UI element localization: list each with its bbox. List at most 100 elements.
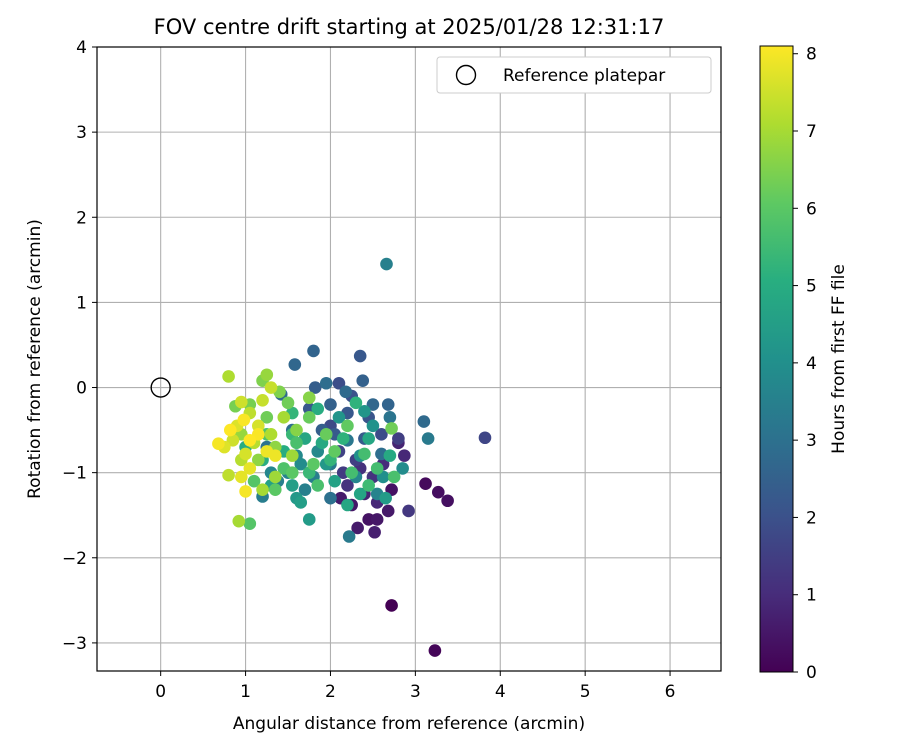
legend-box: [436, 56, 712, 94]
data-point: [252, 453, 265, 467]
data-point: [285, 449, 299, 462]
legend: Reference platepar: [436, 56, 712, 94]
data-point: [311, 479, 325, 492]
legend-reference-marker: [455, 64, 477, 86]
reference-marker: [150, 377, 171, 398]
data-point: [222, 370, 235, 383]
y-tick-label: 0: [76, 379, 87, 399]
colorbar-tick-label: 6: [806, 199, 817, 219]
data-point: [383, 411, 397, 424]
data-point: [256, 483, 269, 496]
data-point: [380, 257, 393, 271]
data-point: [311, 402, 325, 416]
grid-lines: [97, 46, 721, 671]
data-point: [212, 437, 225, 451]
data-point: [387, 470, 401, 484]
data-point: [307, 457, 320, 471]
data-point: [356, 374, 370, 388]
data-point: [268, 470, 282, 484]
colorbar-tick-label: 4: [806, 354, 817, 374]
data-point: [341, 419, 354, 433]
data-point: [290, 436, 303, 450]
data-points: [212, 257, 492, 657]
x-tick-label: 2: [325, 682, 336, 702]
data-point: [243, 517, 257, 531]
colorbar-tick-label: 2: [806, 508, 817, 528]
data-point: [298, 483, 312, 496]
x-axis-ticks: 0 1 2 3 4 5 6: [155, 671, 675, 702]
data-point: [235, 470, 248, 484]
data-point: [324, 398, 337, 411]
colorbar-tick-label: 3: [806, 431, 817, 451]
data-point: [281, 396, 295, 410]
data-point: [239, 485, 252, 498]
data-point: [339, 385, 353, 399]
data-point: [294, 496, 308, 509]
data-point: [362, 479, 375, 492]
data-point: [428, 644, 442, 657]
data-point: [288, 358, 302, 371]
x-tick-label: 5: [580, 682, 591, 702]
data-point: [370, 513, 384, 526]
data-point: [362, 432, 375, 445]
data-point: [370, 462, 384, 475]
y-axis-ticks: −3 −2 −1 0 1 2 3 4: [62, 38, 97, 654]
y-tick-label: 1: [76, 293, 87, 313]
data-point: [358, 447, 371, 461]
data-point: [366, 419, 380, 433]
data-point: [441, 494, 454, 508]
data-point: [277, 411, 291, 424]
data-point: [223, 423, 237, 437]
data-point: [302, 411, 316, 424]
colorbar-label: Hours from first FF file: [829, 264, 849, 454]
data-point: [341, 498, 354, 512]
x-tick-label: 0: [155, 682, 166, 702]
data-point: [351, 521, 364, 535]
data-point: [341, 479, 354, 492]
data-point: [381, 398, 395, 411]
colorbar-gradient: [759, 45, 794, 673]
data-point: [419, 477, 432, 491]
data-point: [268, 449, 282, 462]
data-point: [307, 344, 320, 358]
data-point: [302, 391, 316, 405]
data-point: [332, 411, 346, 424]
data-point: [381, 504, 395, 518]
y-tick-label: 4: [76, 38, 87, 58]
data-point: [417, 415, 431, 428]
x-tick-label: 1: [240, 682, 251, 702]
data-point: [226, 433, 240, 447]
colorbar-tick-label: 1: [806, 586, 817, 606]
data-point: [222, 468, 235, 482]
data-point: [290, 423, 303, 437]
data-point: [264, 428, 278, 441]
data-point: [379, 491, 392, 505]
data-point: [375, 428, 388, 441]
y-tick-label: 2: [76, 208, 87, 228]
data-point: [368, 525, 381, 539]
data-point: [302, 513, 316, 526]
data-point: [328, 445, 342, 458]
data-point: [353, 349, 367, 363]
data-point: [402, 504, 415, 518]
plot-frame: [96, 46, 722, 672]
data-point: [398, 449, 411, 462]
data-point: [324, 491, 337, 505]
data-point: [237, 413, 251, 427]
chart-title: FOV centre drift starting at 2025/01/28 …: [154, 15, 665, 39]
data-point: [345, 466, 358, 479]
data-point: [308, 381, 322, 394]
colorbar-ticks: 0 1 2 3 4 5 6 7 8: [793, 45, 817, 683]
colorbar: 0 1 2 3 4 5 6 7 8 Hours from first FF file: [759, 45, 849, 683]
data-point: [385, 422, 398, 435]
data-point: [366, 398, 380, 411]
data-point: [232, 514, 246, 528]
x-tick-label: 6: [665, 682, 676, 702]
data-point: [260, 411, 274, 424]
x-tick-label: 3: [410, 682, 421, 702]
colorbar-tick-label: 0: [806, 663, 817, 683]
data-point: [396, 462, 409, 475]
data-point: [239, 447, 252, 461]
colorbar-tick-label: 7: [806, 122, 817, 142]
